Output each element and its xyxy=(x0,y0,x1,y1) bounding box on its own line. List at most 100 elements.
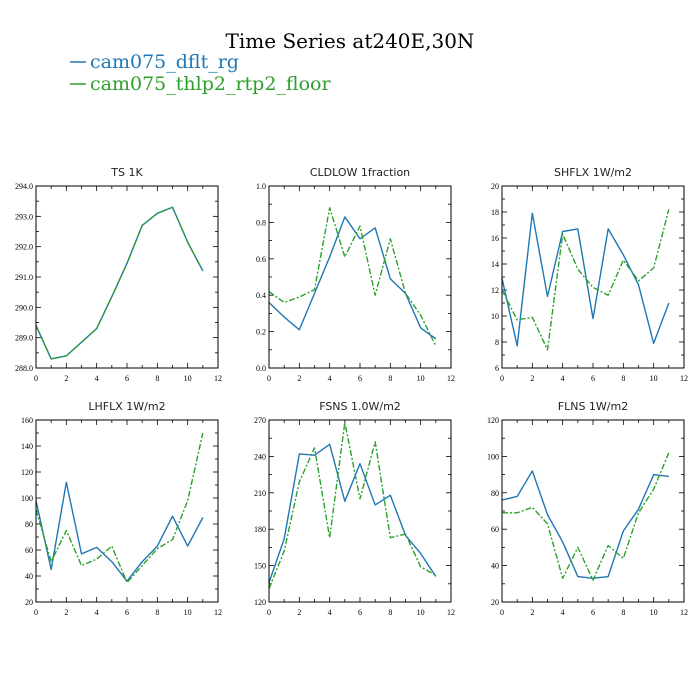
x-tick-label: 2 xyxy=(530,608,534,617)
x-tick-label: 4 xyxy=(95,374,99,383)
x-tick-label: 6 xyxy=(125,608,129,617)
y-tick-label: 0.0 xyxy=(256,364,266,373)
x-tick-label: 0 xyxy=(34,608,38,617)
panel-title: FLNS 1W/m2 xyxy=(558,400,628,413)
y-tick-label: 40 xyxy=(491,562,499,571)
y-tick-label: 291.0 xyxy=(15,273,33,282)
x-tick-label: 12 xyxy=(214,608,222,617)
x-tick-label: 10 xyxy=(417,374,425,383)
series-line-2 xyxy=(35,432,204,584)
y-tick-label: 240 xyxy=(254,452,266,461)
panel: LHFLX 1W/m2 0 2 4 6 8 10 12 20 40 60 80 100 120 140 160 xyxy=(21,400,222,617)
y-tick-label: 140 xyxy=(21,442,33,451)
x-tick-label: 6 xyxy=(591,374,595,383)
plot-frame xyxy=(268,419,452,603)
x-tick-label: 10 xyxy=(650,374,658,383)
x-tick-label: 6 xyxy=(591,608,595,617)
x-tick-label: 6 xyxy=(358,608,362,617)
y-tick-label: 60 xyxy=(25,546,33,555)
y-tick-label: 40 xyxy=(25,572,33,581)
plot-frame xyxy=(501,185,685,369)
x-tick-label: 8 xyxy=(155,374,159,383)
x-tick-label: 12 xyxy=(680,608,688,617)
legend-label: cam075_dflt_rg xyxy=(90,51,239,73)
y-tick-label: 16 xyxy=(491,234,499,243)
y-tick-label: 100 xyxy=(21,494,33,503)
x-tick-label: 6 xyxy=(358,374,362,383)
x-tick-label: 8 xyxy=(621,374,625,383)
y-tick-label: 120 xyxy=(254,598,266,607)
plot-frame xyxy=(35,185,219,369)
x-tick-label: 4 xyxy=(328,374,332,383)
panel-title: FSNS 1.0W/m2 xyxy=(319,400,401,413)
y-tick-label: 0.8 xyxy=(256,218,266,227)
series-line-1 xyxy=(35,206,204,360)
y-tick-label: 0.6 xyxy=(256,255,266,264)
y-tick-label: 0.2 xyxy=(256,328,266,337)
x-tick-label: 0 xyxy=(34,374,38,383)
y-tick-label: 160 xyxy=(21,416,33,425)
x-tick-label: 10 xyxy=(650,608,658,617)
series-line-1 xyxy=(35,481,204,582)
y-tick-label: 120 xyxy=(487,416,499,425)
panel-title: TS 1K xyxy=(110,166,143,179)
y-tick-label: 150 xyxy=(254,562,266,571)
y-tick-label: 270 xyxy=(254,416,266,425)
x-tick-label: 0 xyxy=(267,374,271,383)
x-tick-label: 10 xyxy=(184,608,192,617)
y-tick-label: 80 xyxy=(25,520,33,529)
y-tick-label: 20 xyxy=(25,598,33,607)
x-tick-label: 4 xyxy=(561,608,565,617)
y-tick-label: 12 xyxy=(491,286,499,295)
x-tick-label: 4 xyxy=(95,608,99,617)
x-tick-label: 0 xyxy=(500,608,504,617)
x-tick-label: 12 xyxy=(447,374,455,383)
x-tick-label: 8 xyxy=(155,608,159,617)
series-line-1 xyxy=(501,470,669,580)
panel-title: CLDLOW 1fraction xyxy=(310,166,410,179)
series-line-2 xyxy=(268,207,437,347)
y-tick-label: 80 xyxy=(491,489,499,498)
x-tick-label: 2 xyxy=(64,374,68,383)
y-tick-label: 20 xyxy=(491,598,499,607)
y-tick-label: 180 xyxy=(254,525,266,534)
x-tick-label: 0 xyxy=(267,608,271,617)
x-tick-label: 12 xyxy=(214,374,222,383)
x-tick-label: 2 xyxy=(64,608,68,617)
y-tick-label: 293.0 xyxy=(15,212,33,221)
legend-entry: cam075_dflt_rg xyxy=(70,51,239,73)
y-tick-label: 290.0 xyxy=(15,303,33,312)
x-tick-label: 0 xyxy=(500,374,504,383)
panel: CLDLOW 1fraction 0 2 4 6 8 10 12 0.0 0.2 0.4 0.6 0.8… xyxy=(256,166,455,383)
y-tick-label: 292.0 xyxy=(15,243,33,252)
y-tick-label: 1.0 xyxy=(256,182,266,191)
plot-frame xyxy=(268,185,452,369)
plot-frame xyxy=(35,419,219,603)
panel-title: LHFLX 1W/m2 xyxy=(88,400,165,413)
x-tick-label: 2 xyxy=(530,374,534,383)
panel: FSNS 1.0W/m2 0 2 4 6 8 10 12 120 150 180 210 240 270 xyxy=(254,400,455,617)
x-tick-label: 6 xyxy=(125,374,129,383)
y-tick-label: 288.0 xyxy=(15,364,33,373)
x-tick-label: 4 xyxy=(561,374,565,383)
legend-entry: cam075_thlp2_rtp2_floor xyxy=(70,73,331,95)
y-tick-label: 10 xyxy=(491,312,499,321)
x-tick-label: 8 xyxy=(621,608,625,617)
y-tick-label: 0.4 xyxy=(256,291,266,300)
y-tick-label: 6 xyxy=(495,364,499,373)
series-line-2 xyxy=(501,209,670,351)
x-tick-label: 2 xyxy=(297,374,301,383)
panel-title: SHFLX 1W/m2 xyxy=(554,166,632,179)
x-tick-label: 8 xyxy=(388,608,392,617)
panel: SHFLX 1W/m2 0 2 4 6 8 10 12 6 8 10 12 14 16 18 20 xyxy=(491,166,688,383)
figure-title: Time Series at240E,30N xyxy=(226,29,475,53)
series-line-2 xyxy=(268,421,437,589)
series-line-1 xyxy=(501,212,670,347)
series-line-1 xyxy=(268,216,437,340)
x-tick-label: 12 xyxy=(680,374,688,383)
x-tick-label: 12 xyxy=(447,608,455,617)
y-tick-label: 100 xyxy=(487,452,499,461)
x-tick-label: 10 xyxy=(417,608,425,617)
